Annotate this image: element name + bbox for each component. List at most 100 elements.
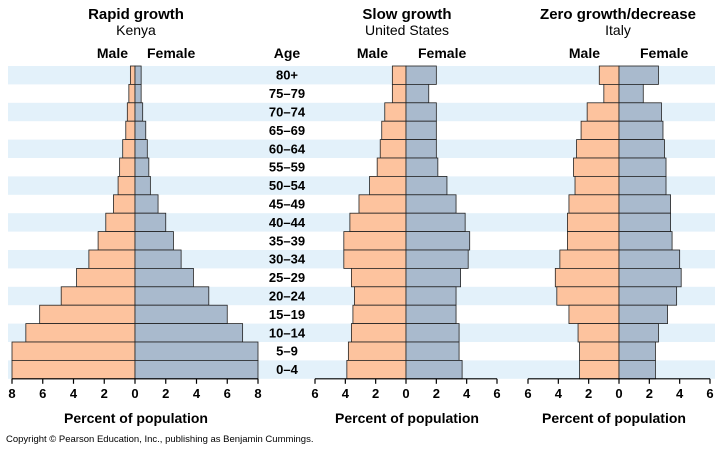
- female-bar: [405, 139, 437, 159]
- female-bar: [405, 194, 457, 214]
- row-stripe: [8, 139, 715, 158]
- female-bar: [618, 249, 681, 269]
- female-bar: [618, 212, 671, 232]
- male-bar: [559, 249, 620, 269]
- panel-2-male-label: Male: [357, 45, 388, 61]
- female-bar: [618, 157, 667, 177]
- male-bar: [343, 249, 407, 269]
- male-bar: [125, 120, 136, 140]
- panel-2-x-axis-label: Percent of population: [335, 410, 479, 426]
- age-label: 0–4: [276, 362, 298, 377]
- panel-1-title: Rapid growth: [88, 6, 184, 23]
- male-bar: [379, 139, 407, 159]
- x-tick-label: 0: [615, 386, 622, 401]
- male-bar: [376, 157, 407, 177]
- female-bar: [618, 323, 659, 343]
- female-bar: [405, 65, 437, 85]
- female-bar: [618, 84, 644, 104]
- male-bar: [25, 323, 136, 343]
- male-bar: [381, 120, 407, 140]
- female-bar: [618, 120, 664, 140]
- male-bar: [129, 65, 136, 85]
- male-bar: [39, 304, 136, 325]
- female-bar: [134, 157, 150, 177]
- female-bar: [618, 102, 662, 122]
- age-label: 70–74: [269, 105, 306, 120]
- female-bar: [618, 359, 656, 380]
- x-tick-label: 2: [372, 386, 379, 401]
- male-bar: [598, 65, 620, 85]
- female-bar: [405, 267, 461, 288]
- female-bar: [405, 102, 437, 122]
- male-bar: [554, 267, 620, 288]
- female-bar: [134, 102, 144, 122]
- male-bar: [76, 267, 136, 288]
- female-bar: [134, 139, 148, 159]
- panel-2-female-label: Female: [418, 45, 466, 61]
- x-tick-label: 2: [433, 386, 440, 401]
- panel-3-subtitle: Italy: [605, 22, 631, 38]
- female-bar: [134, 65, 142, 85]
- x-tick-label: 4: [193, 386, 201, 401]
- age-column-header: Age: [274, 45, 301, 61]
- female-bar: [134, 212, 167, 232]
- x-tick-label: 8: [254, 386, 261, 401]
- panel-3-male-label: Male: [569, 45, 600, 61]
- x-tick-label: 2: [646, 386, 653, 401]
- male-bar: [349, 212, 407, 232]
- age-label: 15–19: [269, 307, 305, 322]
- female-bar: [618, 286, 678, 306]
- male-bar: [60, 286, 136, 306]
- axes-layer: 8 6 4 2 0 2 4 6 8 6 4 2 0 2 4 6 6 4 2 0 2 4 6: [8, 378, 714, 401]
- x-tick-label: 2: [162, 386, 169, 401]
- male-bar: [354, 286, 407, 306]
- female-bar: [618, 304, 668, 325]
- female-bar: [134, 267, 194, 288]
- male-bar: [586, 102, 620, 122]
- male-bar: [346, 359, 407, 380]
- age-label: 30–34: [269, 252, 306, 267]
- male-bar: [567, 231, 620, 251]
- x-tick-label: 4: [676, 386, 684, 401]
- age-label: 55–59: [269, 160, 305, 175]
- x-tick-label: 6: [493, 386, 500, 401]
- age-label: 20–24: [269, 289, 306, 304]
- male-bar: [568, 304, 620, 325]
- female-bar: [405, 157, 439, 177]
- age-label: 50–54: [269, 178, 306, 193]
- male-bar: [11, 359, 136, 380]
- male-bar: [113, 194, 136, 214]
- female-bar: [134, 359, 259, 380]
- male-bar: [384, 102, 407, 122]
- female-bar: [405, 120, 437, 140]
- female-bar: [618, 139, 665, 159]
- row-stripe: [8, 102, 715, 122]
- female-bar: [405, 212, 466, 232]
- male-bar: [350, 323, 407, 343]
- male-bar: [126, 102, 136, 122]
- panel-1-x-axis-label: Percent of population: [64, 410, 208, 426]
- x-tick-label: 4: [555, 386, 563, 401]
- female-bar: [618, 194, 671, 214]
- male-bar: [358, 194, 407, 214]
- male-bar: [391, 65, 407, 85]
- female-bar: [134, 231, 174, 251]
- male-bar: [567, 212, 620, 232]
- x-tick-label: 4: [70, 386, 78, 401]
- panel-1-subtitle: Kenya: [116, 22, 156, 38]
- male-bar: [97, 231, 136, 251]
- age-label: 40–44: [269, 215, 306, 230]
- x-tick-label: 8: [8, 386, 15, 401]
- female-bar: [405, 359, 463, 380]
- bars-layer: [11, 65, 682, 380]
- male-bar: [105, 212, 136, 232]
- panel-1-male-label: Male: [97, 45, 128, 61]
- age-label: 80+: [276, 68, 298, 83]
- x-tick-label: 0: [402, 386, 409, 401]
- x-tick-label: 4: [463, 386, 471, 401]
- male-bar: [88, 249, 136, 269]
- female-bar: [134, 286, 210, 306]
- female-bar: [618, 231, 673, 251]
- x-tick-label: 6: [224, 386, 231, 401]
